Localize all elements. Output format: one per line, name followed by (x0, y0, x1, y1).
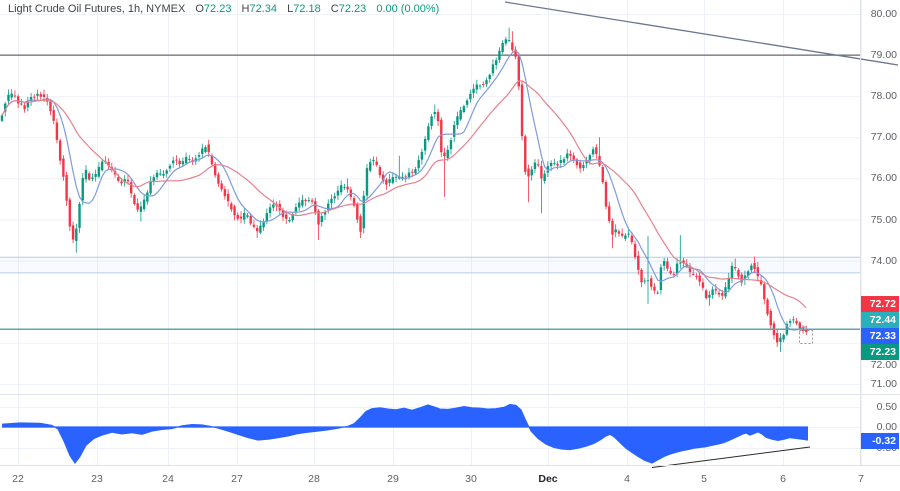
indicator-tick: 0.00 (876, 421, 897, 433)
time-tick: 30 (465, 473, 477, 485)
oscillator-area (2, 404, 808, 464)
time-tick: 24 (162, 473, 174, 485)
price-tick: 78.00 (870, 90, 897, 102)
change-value: 0.00 (0.00%) (376, 3, 440, 15)
price-tick: 77.00 (870, 131, 897, 143)
indicator-value-label: -0.32 (861, 433, 899, 449)
price-tick: 74.00 (870, 255, 897, 267)
time-tick: Dec (538, 473, 558, 485)
time-tick: 22 (12, 473, 24, 485)
open-value: 72.23 (203, 3, 232, 15)
price-label-ma-slow: 72.72 (861, 296, 899, 312)
price-tick: 75.00 (870, 214, 897, 226)
chart-legend: Light Crude Oil Futures, 1h, NYMEX O72.2… (8, 3, 439, 15)
price-zone (0, 257, 860, 273)
price-tick: 79.00 (870, 49, 897, 61)
ma-slow-line (1, 80, 807, 309)
time-tick: 28 (308, 473, 320, 485)
low-value: 72.18 (293, 3, 321, 15)
price-tick: 80.00 (870, 8, 897, 20)
time-tick: 23 (91, 473, 103, 485)
candles (0, 27, 808, 352)
ma-fast-line (1, 49, 807, 331)
high-label: H (241, 3, 250, 15)
high-value: 72.34 (249, 3, 277, 15)
price-label-ma-fast: 72.44 (861, 312, 899, 328)
price-tick: 72.00 (870, 359, 897, 371)
time-tick: 6 (780, 473, 786, 485)
time-tick: 29 (387, 473, 399, 485)
time-axis[interactable]: 22 23 24 27 28 29 30 Dec 4 5 6 7 (0, 468, 900, 491)
oscillator-trendline (651, 446, 811, 468)
time-tick: 5 (701, 473, 707, 485)
price-label-last: 72.23 (861, 344, 899, 360)
time-tick: 4 (624, 473, 630, 485)
price-tick: 71.00 (870, 378, 897, 390)
descending-trendline (504, 1, 899, 66)
time-tick: 7 (858, 473, 864, 485)
price-tick: 76.00 (870, 172, 897, 184)
time-tick: 27 (231, 473, 243, 485)
last-bar-marker (799, 330, 813, 344)
close-value: 72.23 (338, 3, 367, 15)
indicator-tick: 0.50 (876, 401, 897, 413)
open-label: O (195, 3, 204, 15)
oscillator-line (1, 403, 809, 464)
close-label: C (330, 3, 339, 15)
low-label: L (287, 3, 294, 15)
price-label-hline: 72.33 (861, 328, 899, 344)
symbol-title: Light Crude Oil Futures, 1h, NYMEX (8, 3, 186, 15)
